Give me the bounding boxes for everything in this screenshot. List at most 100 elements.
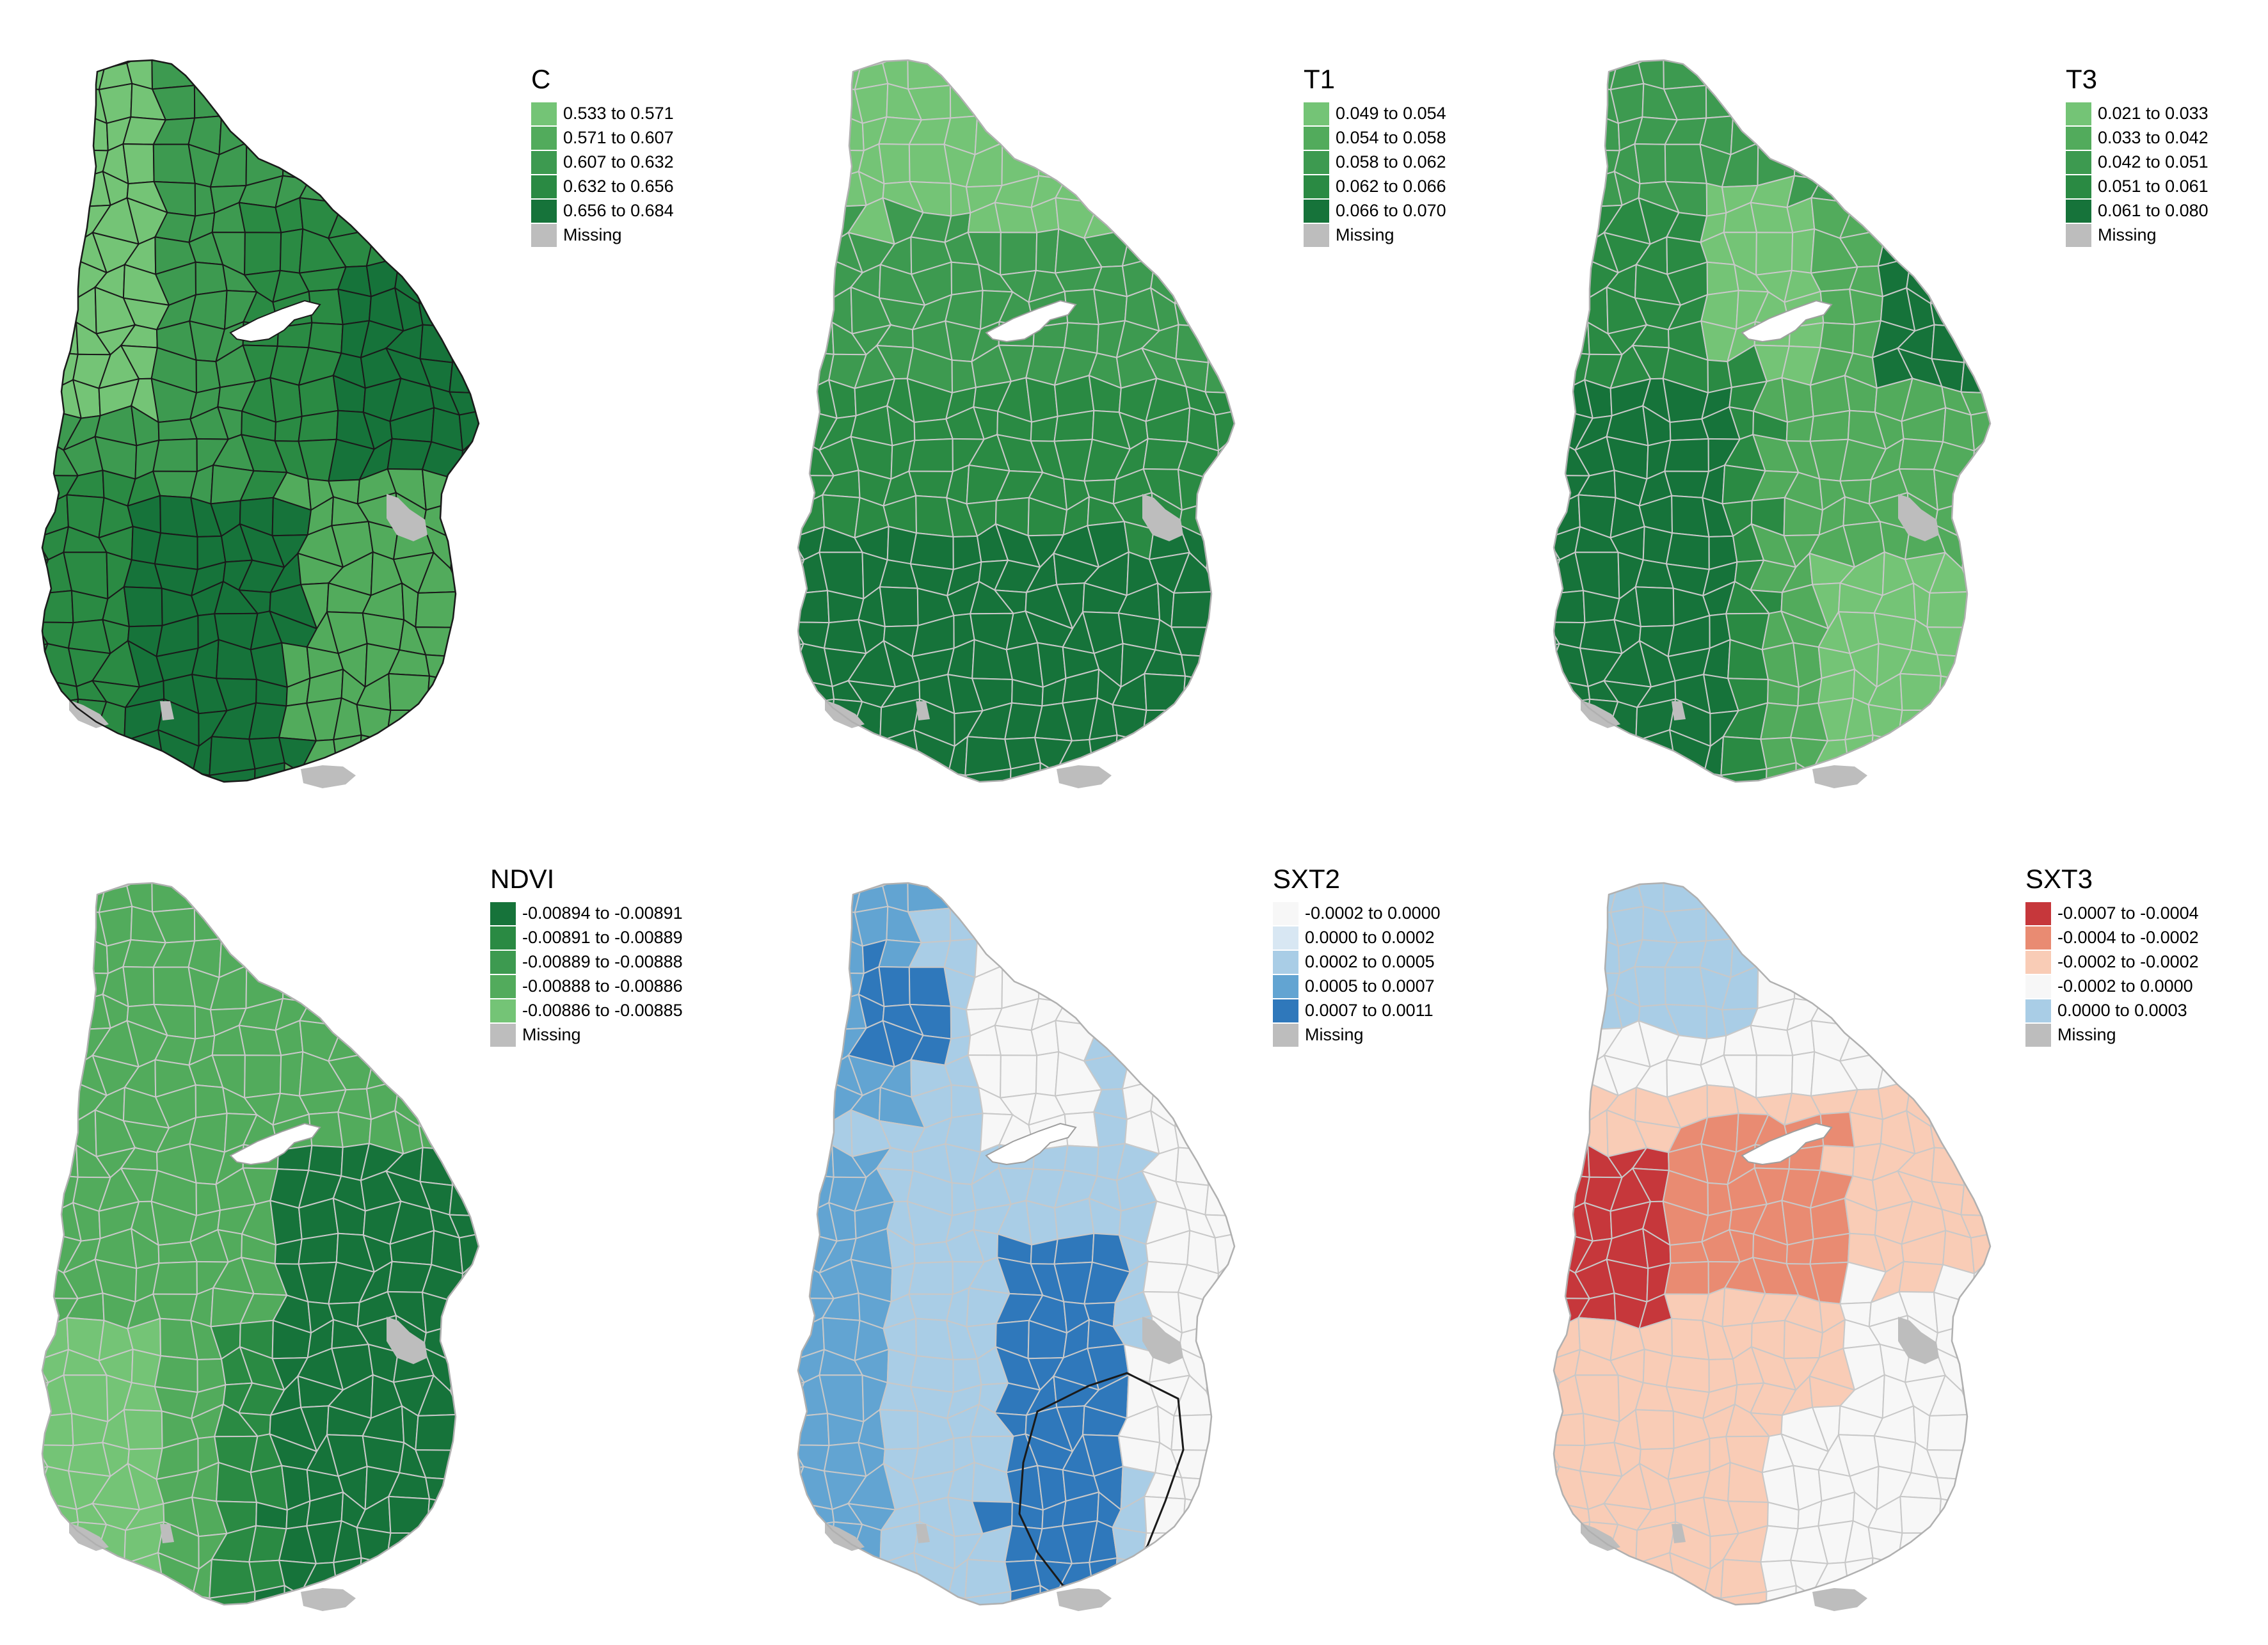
department-polygon [964,1591,1012,1605]
department-polygon [253,761,285,782]
legend-swatch [531,224,557,247]
department-polygon [42,60,53,67]
department-polygon [327,1025,376,1062]
department-polygon [481,112,512,150]
department-polygon [764,762,790,790]
department-polygon [488,171,517,204]
department-polygon [42,909,52,946]
department-polygon [1971,1405,1990,1452]
department-polygon [474,1406,479,1451]
department-polygon [878,966,911,1008]
department-polygon [1665,532,1710,571]
department-polygon [42,590,74,624]
legend-label: 0.0000 to 0.0003 [2057,1001,2187,1020]
department-polygon [458,1231,479,1275]
department-polygon [1759,1615,1796,1645]
department-polygon [1172,736,1219,770]
department-polygon [1789,80,1823,125]
department-polygon [909,532,954,571]
department-polygon [460,611,479,658]
department-polygon [798,256,807,293]
department-polygon [1841,796,1887,822]
department-polygon [187,60,229,67]
department-polygon [1236,1563,1267,1590]
department-polygon [1206,654,1234,681]
department-polygon [477,1493,479,1531]
highlighted-region-outline [1018,1372,1185,1592]
department-polygon [1991,1348,2032,1390]
department-polygon [1991,1319,2032,1351]
department-polygon [1554,908,1590,944]
department-polygon [906,60,951,67]
department-polygon [1960,349,1990,394]
department-polygon [1751,903,1798,937]
department-polygon [827,883,861,893]
department-polygon [798,972,825,1006]
department-polygon [1554,727,1586,764]
department-polygon [1908,858,1939,882]
missing-area [1672,701,1686,720]
choropleth-map-t3 [1515,59,2028,822]
department-polygon [1239,1022,1276,1057]
department-polygon [244,1054,282,1099]
department-polygon [1691,788,1736,822]
department-polygon [444,757,479,782]
department-polygon [1170,90,1217,128]
department-polygon [798,701,804,738]
department-polygon [208,1591,256,1605]
department-polygon [798,1109,833,1147]
department-polygon [760,1058,793,1090]
department-polygon [1233,883,1234,914]
department-polygon [798,1444,830,1472]
department-polygon [1172,1559,1219,1593]
legend-label: -0.0002 to -0.0002 [2057,952,2199,971]
department-polygon [19,1228,36,1269]
department-polygon [1902,138,1932,188]
department-polygon [3,1501,35,1529]
department-polygon [306,797,337,822]
department-polygon [1247,264,1272,303]
department-polygon [790,790,834,822]
lake-shape [229,299,321,343]
department-polygon [447,969,479,1010]
department-polygon [798,287,833,324]
department-polygon [1146,138,1176,188]
missing-area [387,494,427,541]
department-polygon [1967,60,1990,99]
departments-group [759,60,1272,822]
department-polygon [1554,1413,1586,1447]
department-polygon [1554,590,1586,624]
department-polygon [1908,239,1944,258]
legend-label: Missing [1305,1025,1364,1044]
department-polygon [327,113,365,158]
department-polygon [451,699,479,747]
department-polygon [42,621,74,649]
department-polygon [358,81,404,127]
department-polygon [1229,1406,1234,1451]
department-polygon [1554,1465,1561,1504]
department-polygon [759,678,790,706]
department-polygon [1554,181,1581,209]
department-polygon [450,1347,479,1392]
department-polygon [1515,678,1546,706]
department-polygon [798,1549,804,1589]
department-polygon [1960,1214,1990,1239]
department-polygon [1146,117,1176,152]
department-polygon [1958,883,1990,886]
department-polygon [450,1477,479,1504]
department-polygon [1999,787,2028,822]
department-polygon [1962,1522,1990,1570]
department-polygon [798,149,825,184]
legend-swatch [2025,951,2051,974]
department-polygon [269,1200,303,1246]
department-polygon [42,181,69,209]
department-polygon [1961,654,1990,681]
department-polygon [1663,883,1707,913]
department-polygon [1065,116,1090,155]
legend-swatch [490,999,516,1022]
department-polygon [798,942,808,978]
department-polygon [943,883,985,889]
department-polygon [1960,321,1990,363]
department-polygon [1897,1560,1934,1588]
department-polygon [1937,1498,1967,1540]
